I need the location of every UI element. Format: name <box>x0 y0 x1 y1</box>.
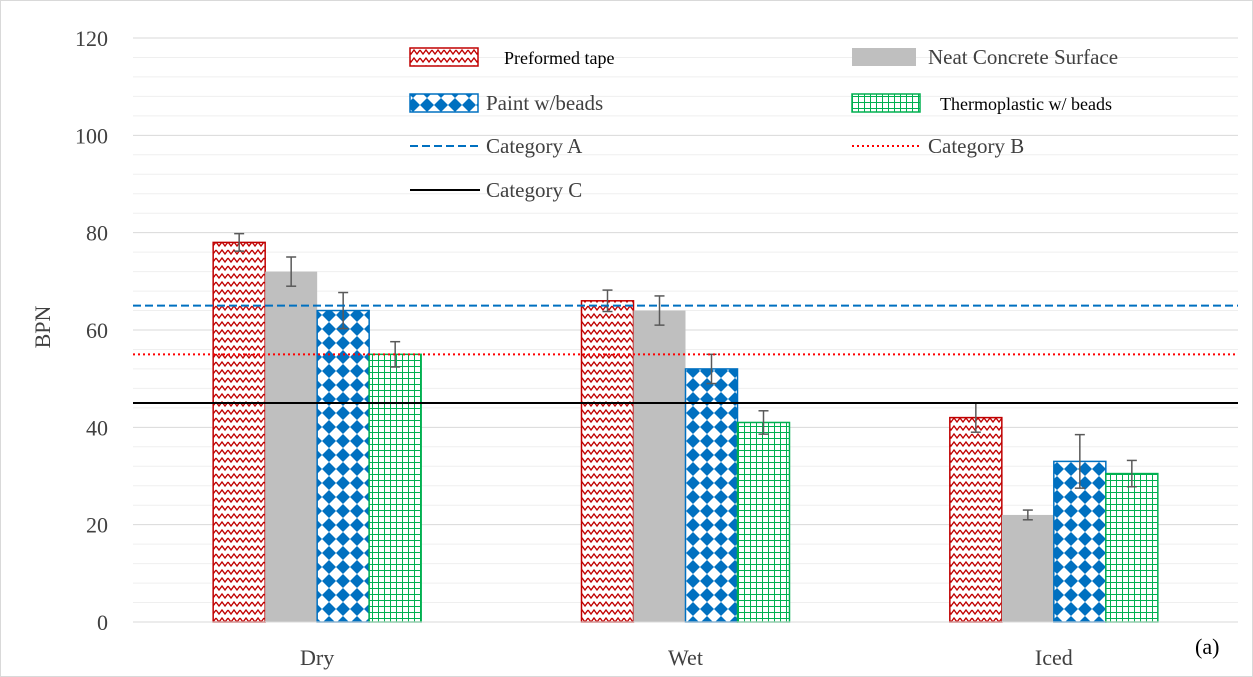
legend-item: Category B <box>852 134 1024 158</box>
y-axis-title: BPN <box>30 305 55 348</box>
legend-label: Neat Concrete Surface <box>928 45 1118 69</box>
reference-lines <box>133 304 1238 404</box>
error-bar <box>390 340 401 368</box>
legend-item: Category C <box>410 178 582 202</box>
panel-label: (a) <box>1195 634 1219 659</box>
error-bar <box>1022 509 1033 521</box>
error-bar <box>338 291 349 330</box>
bar-paint-w-beads-dry <box>316 309 370 623</box>
legend-swatch <box>851 93 921 113</box>
y-tick-label: 80 <box>86 221 108 246</box>
legend: Preformed tape Neat Concrete Surface Paint… <box>409 45 1118 202</box>
y-tick-label: 20 <box>86 513 108 538</box>
y-tick-label: 120 <box>75 26 108 51</box>
legend-item: Category A <box>410 134 583 158</box>
legend-label: Thermoplastic w/ beads <box>940 94 1112 114</box>
bar-preformed-tape-iced <box>949 416 1003 623</box>
bar-neat-concrete-surface-iced <box>1001 514 1054 622</box>
legend-swatch <box>409 93 479 113</box>
y-tick-label: 100 <box>75 123 108 148</box>
bar-paint-w-beads-wet <box>684 368 739 623</box>
bar-thermoplastic-w-beads-iced <box>1105 472 1159 623</box>
bar-neat-concrete-surface-wet <box>633 310 686 622</box>
legend-label: Category C <box>486 178 582 202</box>
bar-thermoplastic-w-beads-dry <box>368 353 422 623</box>
y-tick-label: 60 <box>86 318 108 343</box>
error-bar <box>758 410 769 435</box>
axes: 0 20 40 60 80 100 120 Dry Wet Iced <box>75 26 1238 670</box>
legend-label: Category A <box>486 134 583 158</box>
y-tick-label: 0 <box>97 610 108 635</box>
bar-thermoplastic-w-beads-wet <box>736 421 791 623</box>
error-bar <box>602 289 613 313</box>
error-bar <box>1074 433 1085 489</box>
bar-preformed-tape-wet <box>580 300 635 623</box>
error-bar <box>1126 459 1137 488</box>
error-bar <box>234 232 245 252</box>
error-bar <box>654 295 665 326</box>
y-tick-label: 40 <box>86 415 108 440</box>
legend-item: Preformed tape <box>409 47 614 68</box>
legend-swatch <box>852 48 916 66</box>
legend-label: Category B <box>928 134 1024 158</box>
legend-item: Paint w/beads <box>409 91 603 115</box>
x-category-label: Iced <box>1035 645 1073 670</box>
bar-preformed-tape-dry <box>212 241 266 623</box>
legend-label: Paint w/beads <box>486 91 603 115</box>
legend-label: Preformed tape <box>504 48 614 68</box>
legend-item: Neat Concrete Surface <box>852 45 1118 69</box>
x-category-label: Wet <box>668 645 703 670</box>
error-bar <box>286 256 297 287</box>
legend-item: Thermoplastic w/ beads <box>851 93 1112 114</box>
bar-neat-concrete-surface-dry <box>265 271 318 622</box>
legend-swatch <box>409 47 479 67</box>
bars <box>212 232 1159 623</box>
x-category-label: Dry <box>300 645 334 670</box>
